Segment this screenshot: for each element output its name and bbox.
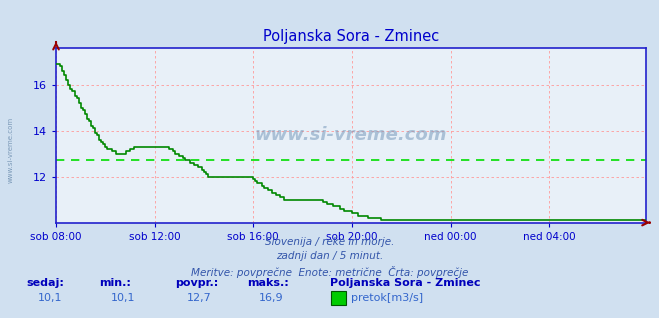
- Text: Meritve: povprečne  Enote: metrične  Črta: povprečje: Meritve: povprečne Enote: metrične Črta:…: [191, 266, 468, 278]
- Text: Poljanska Sora - Zminec: Poljanska Sora - Zminec: [330, 278, 480, 288]
- Title: Poljanska Sora - Zminec: Poljanska Sora - Zminec: [263, 29, 439, 44]
- Text: 10,1: 10,1: [111, 293, 135, 303]
- Text: www.si-vreme.com: www.si-vreme.com: [254, 126, 447, 144]
- Text: 12,7: 12,7: [186, 293, 212, 303]
- Text: 10,1: 10,1: [38, 293, 63, 303]
- Text: 16,9: 16,9: [259, 293, 283, 303]
- Text: Slovenija / reke in morje.: Slovenija / reke in morje.: [265, 237, 394, 247]
- Text: pretok[m3/s]: pretok[m3/s]: [351, 293, 422, 303]
- Text: min.:: min.:: [99, 278, 130, 288]
- Text: zadnji dan / 5 minut.: zadnji dan / 5 minut.: [276, 251, 383, 261]
- Text: povpr.:: povpr.:: [175, 278, 218, 288]
- Text: www.si-vreme.com: www.si-vreme.com: [8, 116, 14, 183]
- Text: sedaj:: sedaj:: [26, 278, 64, 288]
- Text: maks.:: maks.:: [247, 278, 289, 288]
